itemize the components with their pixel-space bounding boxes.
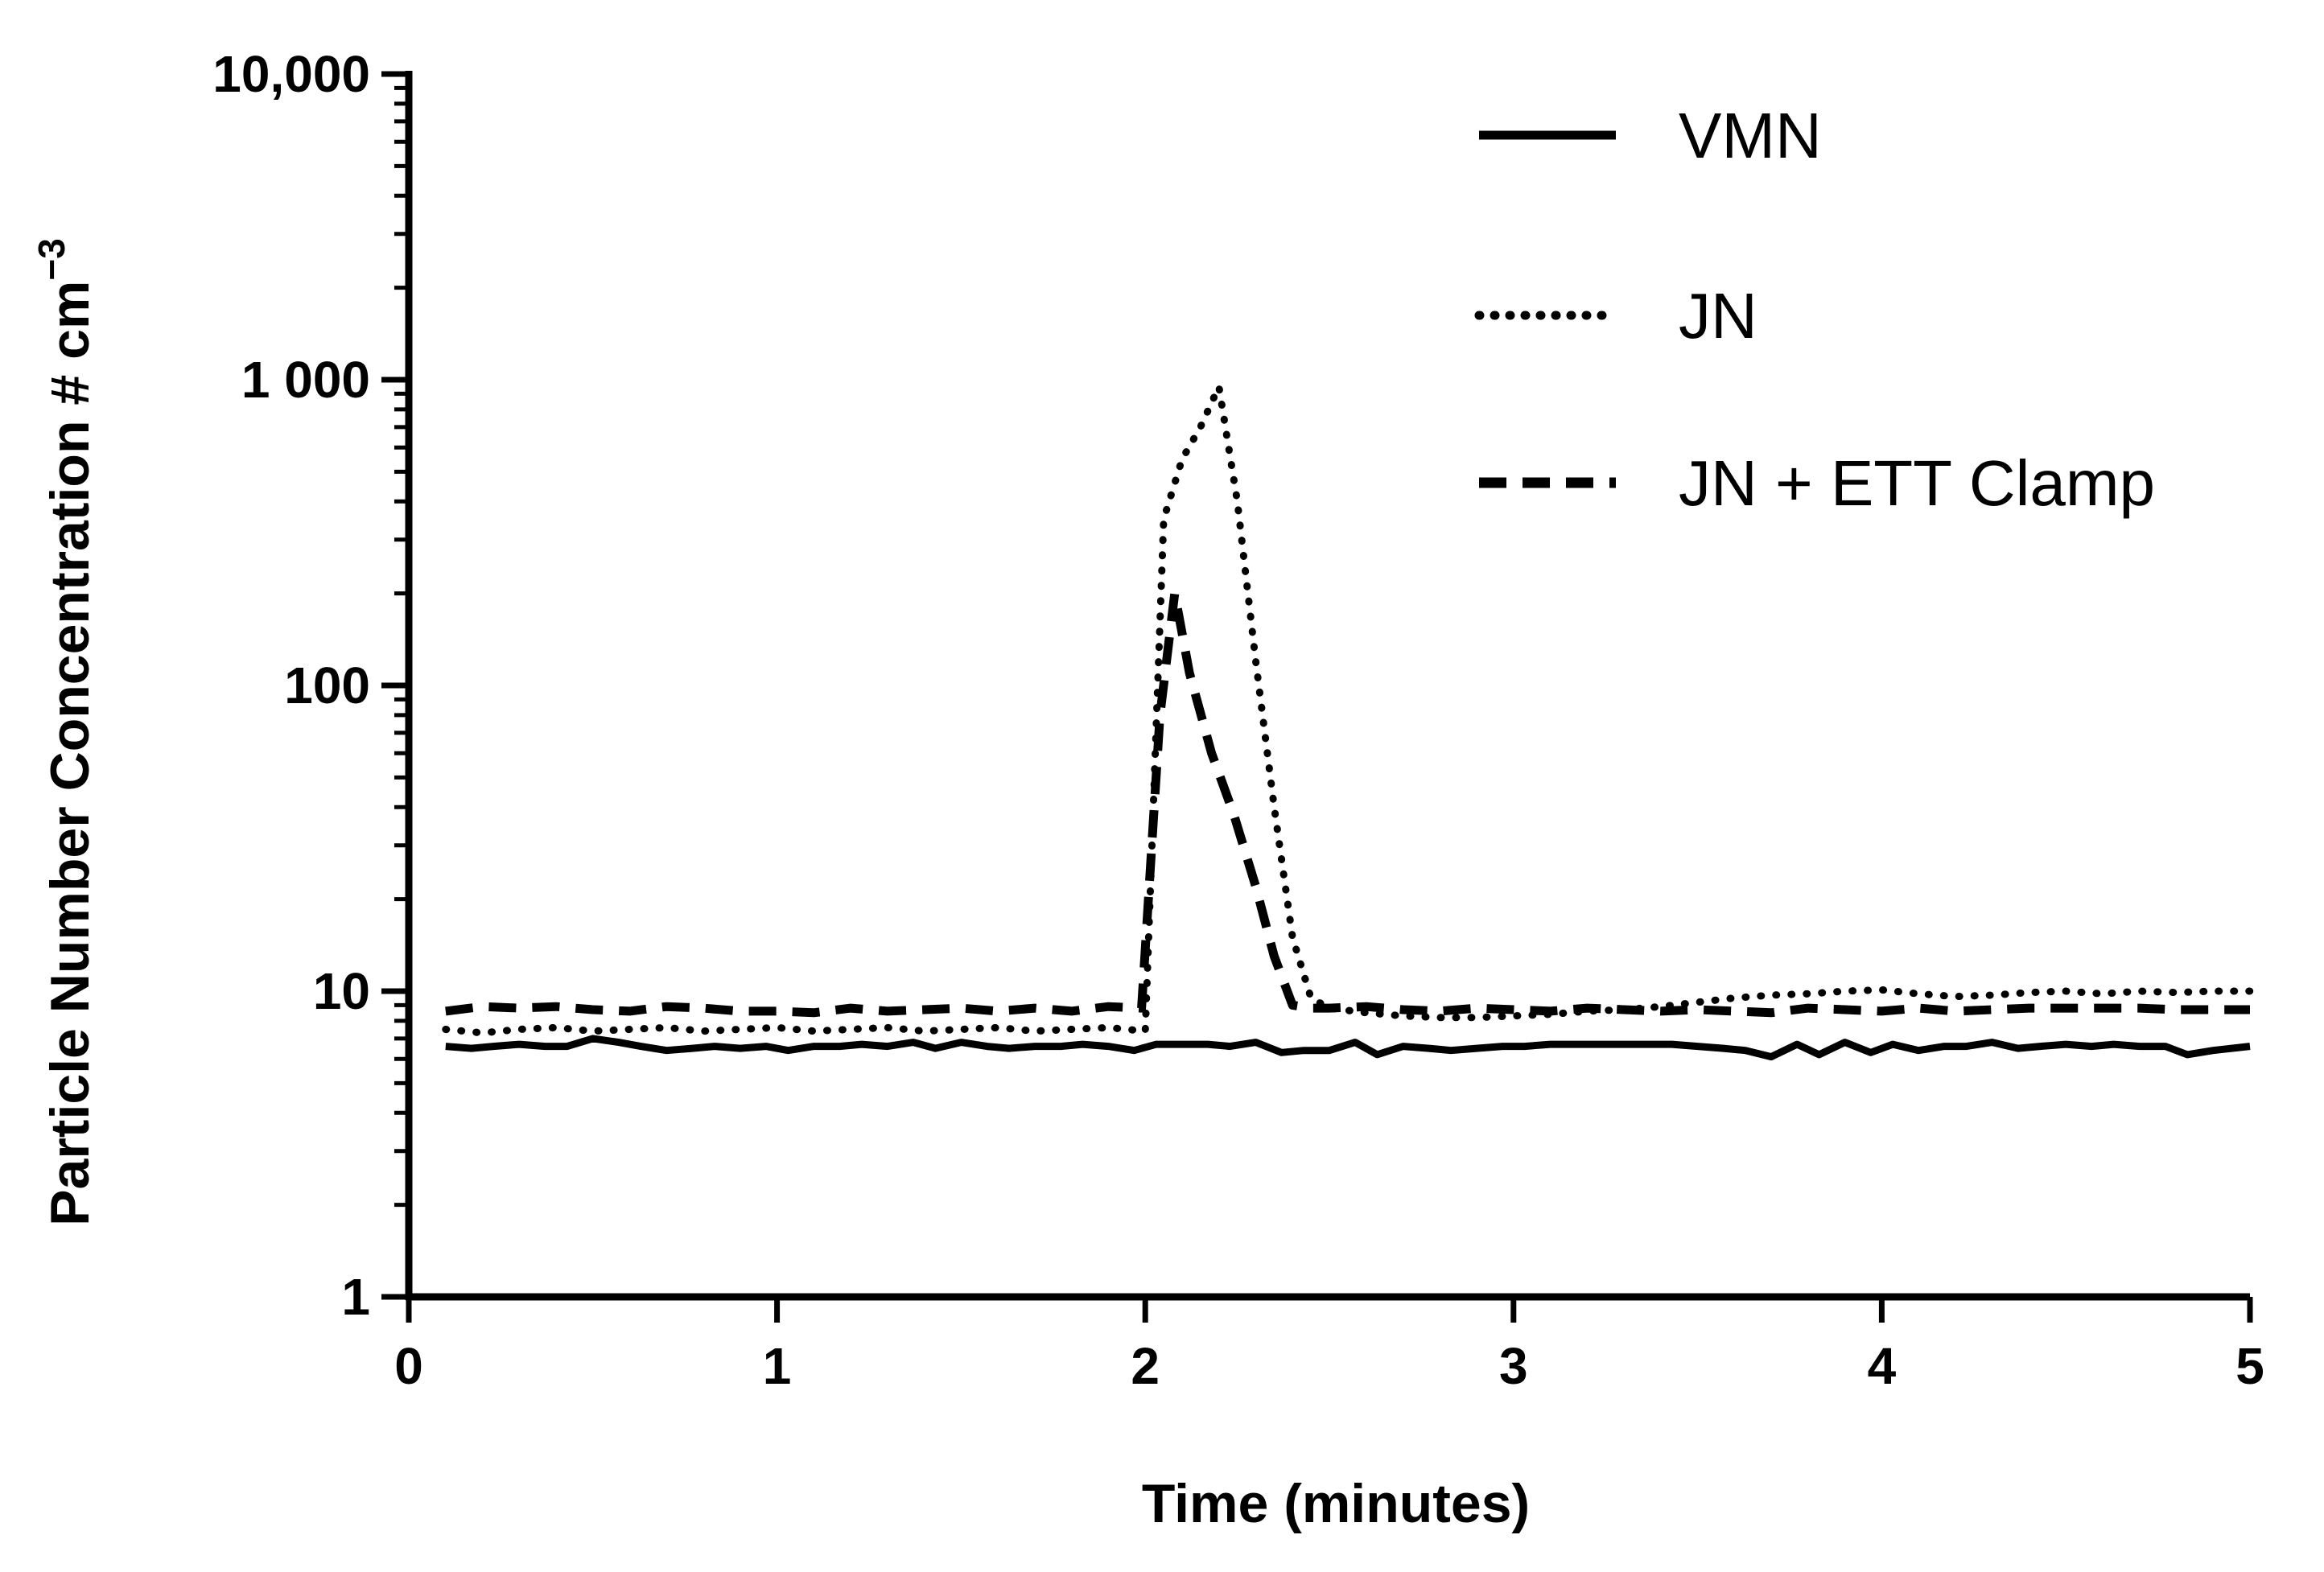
legend-label: VMN — [1679, 100, 1822, 171]
x-tick-label: 0 — [394, 1337, 423, 1395]
series-layer — [442, 383, 2254, 1061]
series-line-dashed — [445, 589, 2250, 1018]
legend-label: JN — [1679, 280, 1757, 352]
y-tick-label: 10,000 — [212, 45, 370, 103]
x-tick-label: 1 — [763, 1337, 792, 1395]
axes — [405, 71, 2250, 1301]
x-tick-label: 4 — [1868, 1337, 1897, 1395]
y-axis-ticks: 1 10 100 1 000 10,000 — [212, 45, 409, 1326]
x-axis-title: Time (minutes) — [1142, 1473, 1530, 1534]
legend-label: JN + ETT Clamp — [1679, 447, 2155, 519]
legend: VMN JN JN + ETT Clamp — [1474, 100, 2155, 519]
y-tick-label: 1 000 — [241, 351, 370, 409]
x-tick-label: 2 — [1131, 1337, 1160, 1395]
y-tick-label: 10 — [313, 962, 370, 1020]
series-line-solid — [445, 1035, 2251, 1061]
y-tick-label: 100 — [284, 656, 370, 714]
y-axis-title-main: Particle Number Concentration # cm — [39, 281, 101, 1226]
y-axis-title-superscript: −3 — [31, 238, 72, 280]
x-tick-label: 3 — [1499, 1337, 1528, 1395]
y-axis-title: Particle Number Concentration # cm−3 — [31, 238, 101, 1226]
series-line-dotted — [442, 383, 2254, 1037]
y-tick-label: 1 — [341, 1268, 370, 1326]
x-axis-ticks: 0 1 2 3 4 5 — [394, 1297, 2264, 1395]
x-tick-label: 5 — [2235, 1337, 2264, 1395]
